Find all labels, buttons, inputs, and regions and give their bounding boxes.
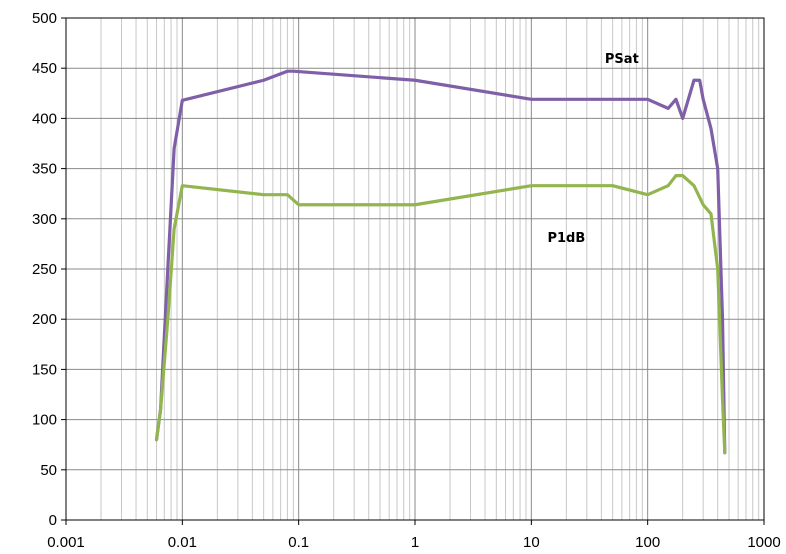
x-tick-label: 0.001: [47, 534, 85, 551]
major-grid: [61, 17, 765, 525]
y-tick-label: 500: [32, 10, 57, 27]
y-tick-label: 0: [49, 512, 57, 529]
plot-area-border: [65, 17, 765, 521]
y-tick-label: 50: [40, 462, 57, 479]
y-tick-label: 400: [32, 110, 57, 127]
series-annotations: PSat P1dB: [547, 52, 638, 246]
y-tick-label: 150: [32, 361, 57, 378]
y-tick-label: 250: [32, 261, 57, 278]
tick-labels: 0.001 0.01 0.1 1 10 100 1000 0 50 100 150 200 250 300…: [32, 10, 781, 551]
series-label-psat: PSat: [605, 52, 639, 67]
series-line-p1db: [154, 174, 727, 455]
series-layer: [154, 69, 727, 455]
series-label-p1db: P1dB: [547, 231, 585, 246]
y-tick-label: 450: [32, 60, 57, 77]
x-tick-label: 0.1: [288, 534, 309, 551]
y-tick-label: 100: [32, 412, 57, 429]
x-tick-label: 1: [411, 534, 419, 551]
x-tick-label: 100: [635, 534, 660, 551]
y-tick-label: 300: [32, 211, 57, 228]
x-tick-label: 1000: [747, 534, 780, 551]
y-tick-label: 350: [32, 161, 57, 178]
x-tick-label: 10: [523, 534, 540, 551]
x-tick-label: 0.01: [168, 534, 197, 551]
y-tick-label: 200: [32, 311, 57, 328]
series-line-psat: [154, 69, 727, 455]
